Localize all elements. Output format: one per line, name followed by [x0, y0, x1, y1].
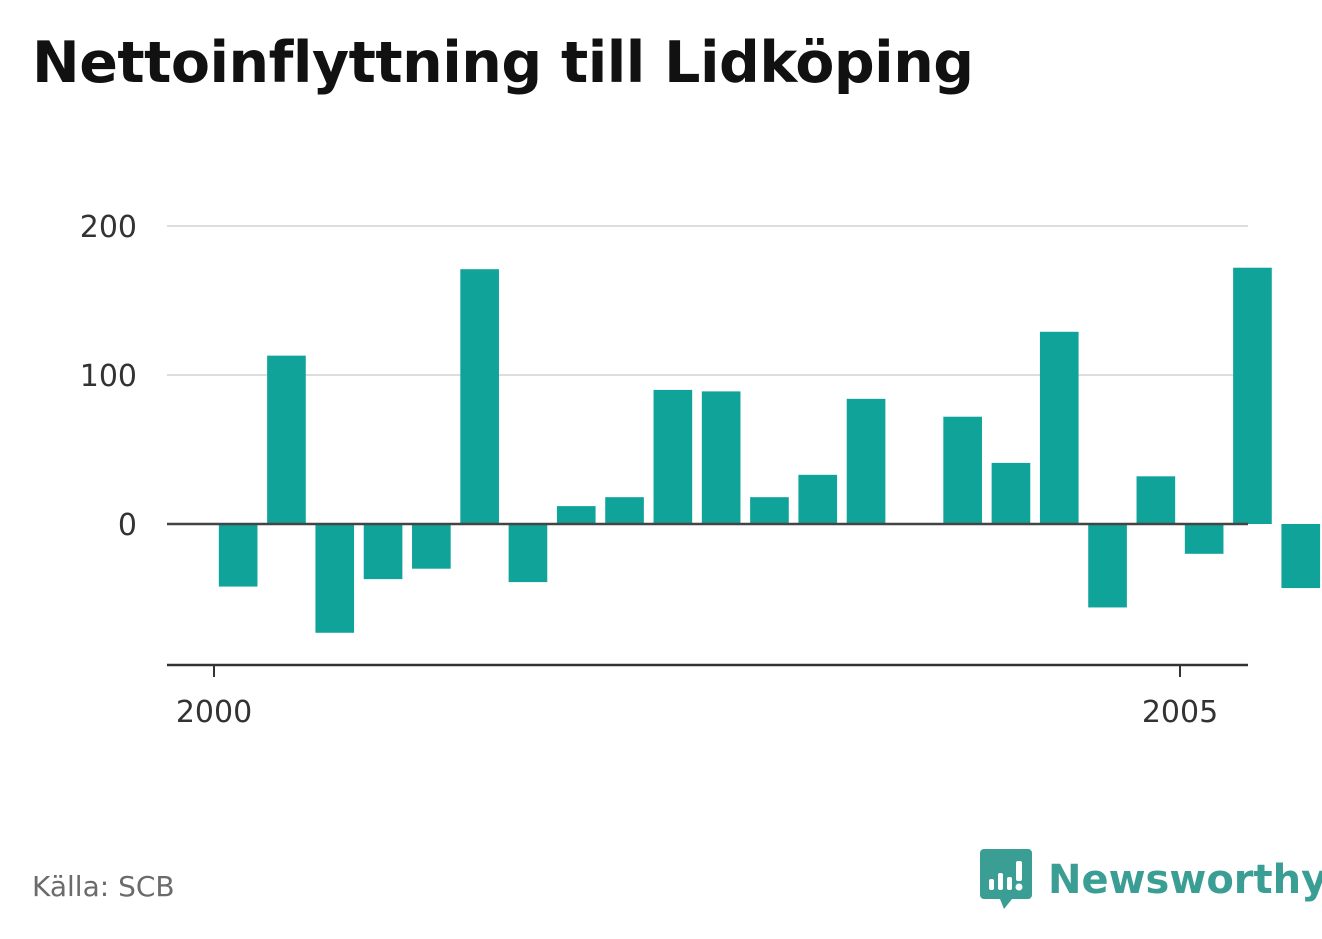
y-tick-label: 0	[118, 508, 137, 543]
x-tick-label: 2000	[176, 695, 252, 730]
bar	[412, 524, 451, 569]
bar	[218, 524, 258, 587]
bar	[846, 398, 886, 524]
brand-logo: Newsworthy	[980, 848, 1322, 912]
bar	[701, 391, 741, 524]
bar-series	[218, 267, 1321, 633]
bar	[991, 462, 1031, 524]
y-tick-label: 100	[80, 359, 137, 394]
bar	[363, 524, 403, 580]
bar	[1136, 476, 1176, 524]
bar	[1184, 524, 1224, 554]
bar	[1233, 267, 1272, 524]
axes	[167, 522, 1248, 677]
chart-title: Nettoinflyttning till Lidköping	[32, 30, 974, 96]
bar	[1039, 331, 1079, 524]
bar	[798, 474, 838, 524]
bar	[1088, 524, 1127, 608]
bar	[267, 355, 306, 524]
bar	[605, 497, 644, 524]
x-tick-label: 2005	[1142, 695, 1218, 730]
bar	[750, 497, 789, 524]
brand-name: Newsworthy	[1048, 857, 1322, 903]
bar	[315, 524, 355, 633]
source-note: Källa: SCB	[32, 870, 175, 903]
bar	[653, 389, 693, 524]
y-tick-label: 200	[80, 210, 137, 245]
bar	[508, 524, 548, 583]
newsworthy-logo-icon	[980, 849, 1032, 909]
bar	[556, 506, 596, 524]
tick-labels: 2000200520102015202020250100200	[80, 210, 1218, 730]
bar	[460, 269, 499, 524]
bar	[1281, 524, 1321, 589]
grid-lines	[167, 225, 1248, 376]
bar	[943, 416, 982, 524]
